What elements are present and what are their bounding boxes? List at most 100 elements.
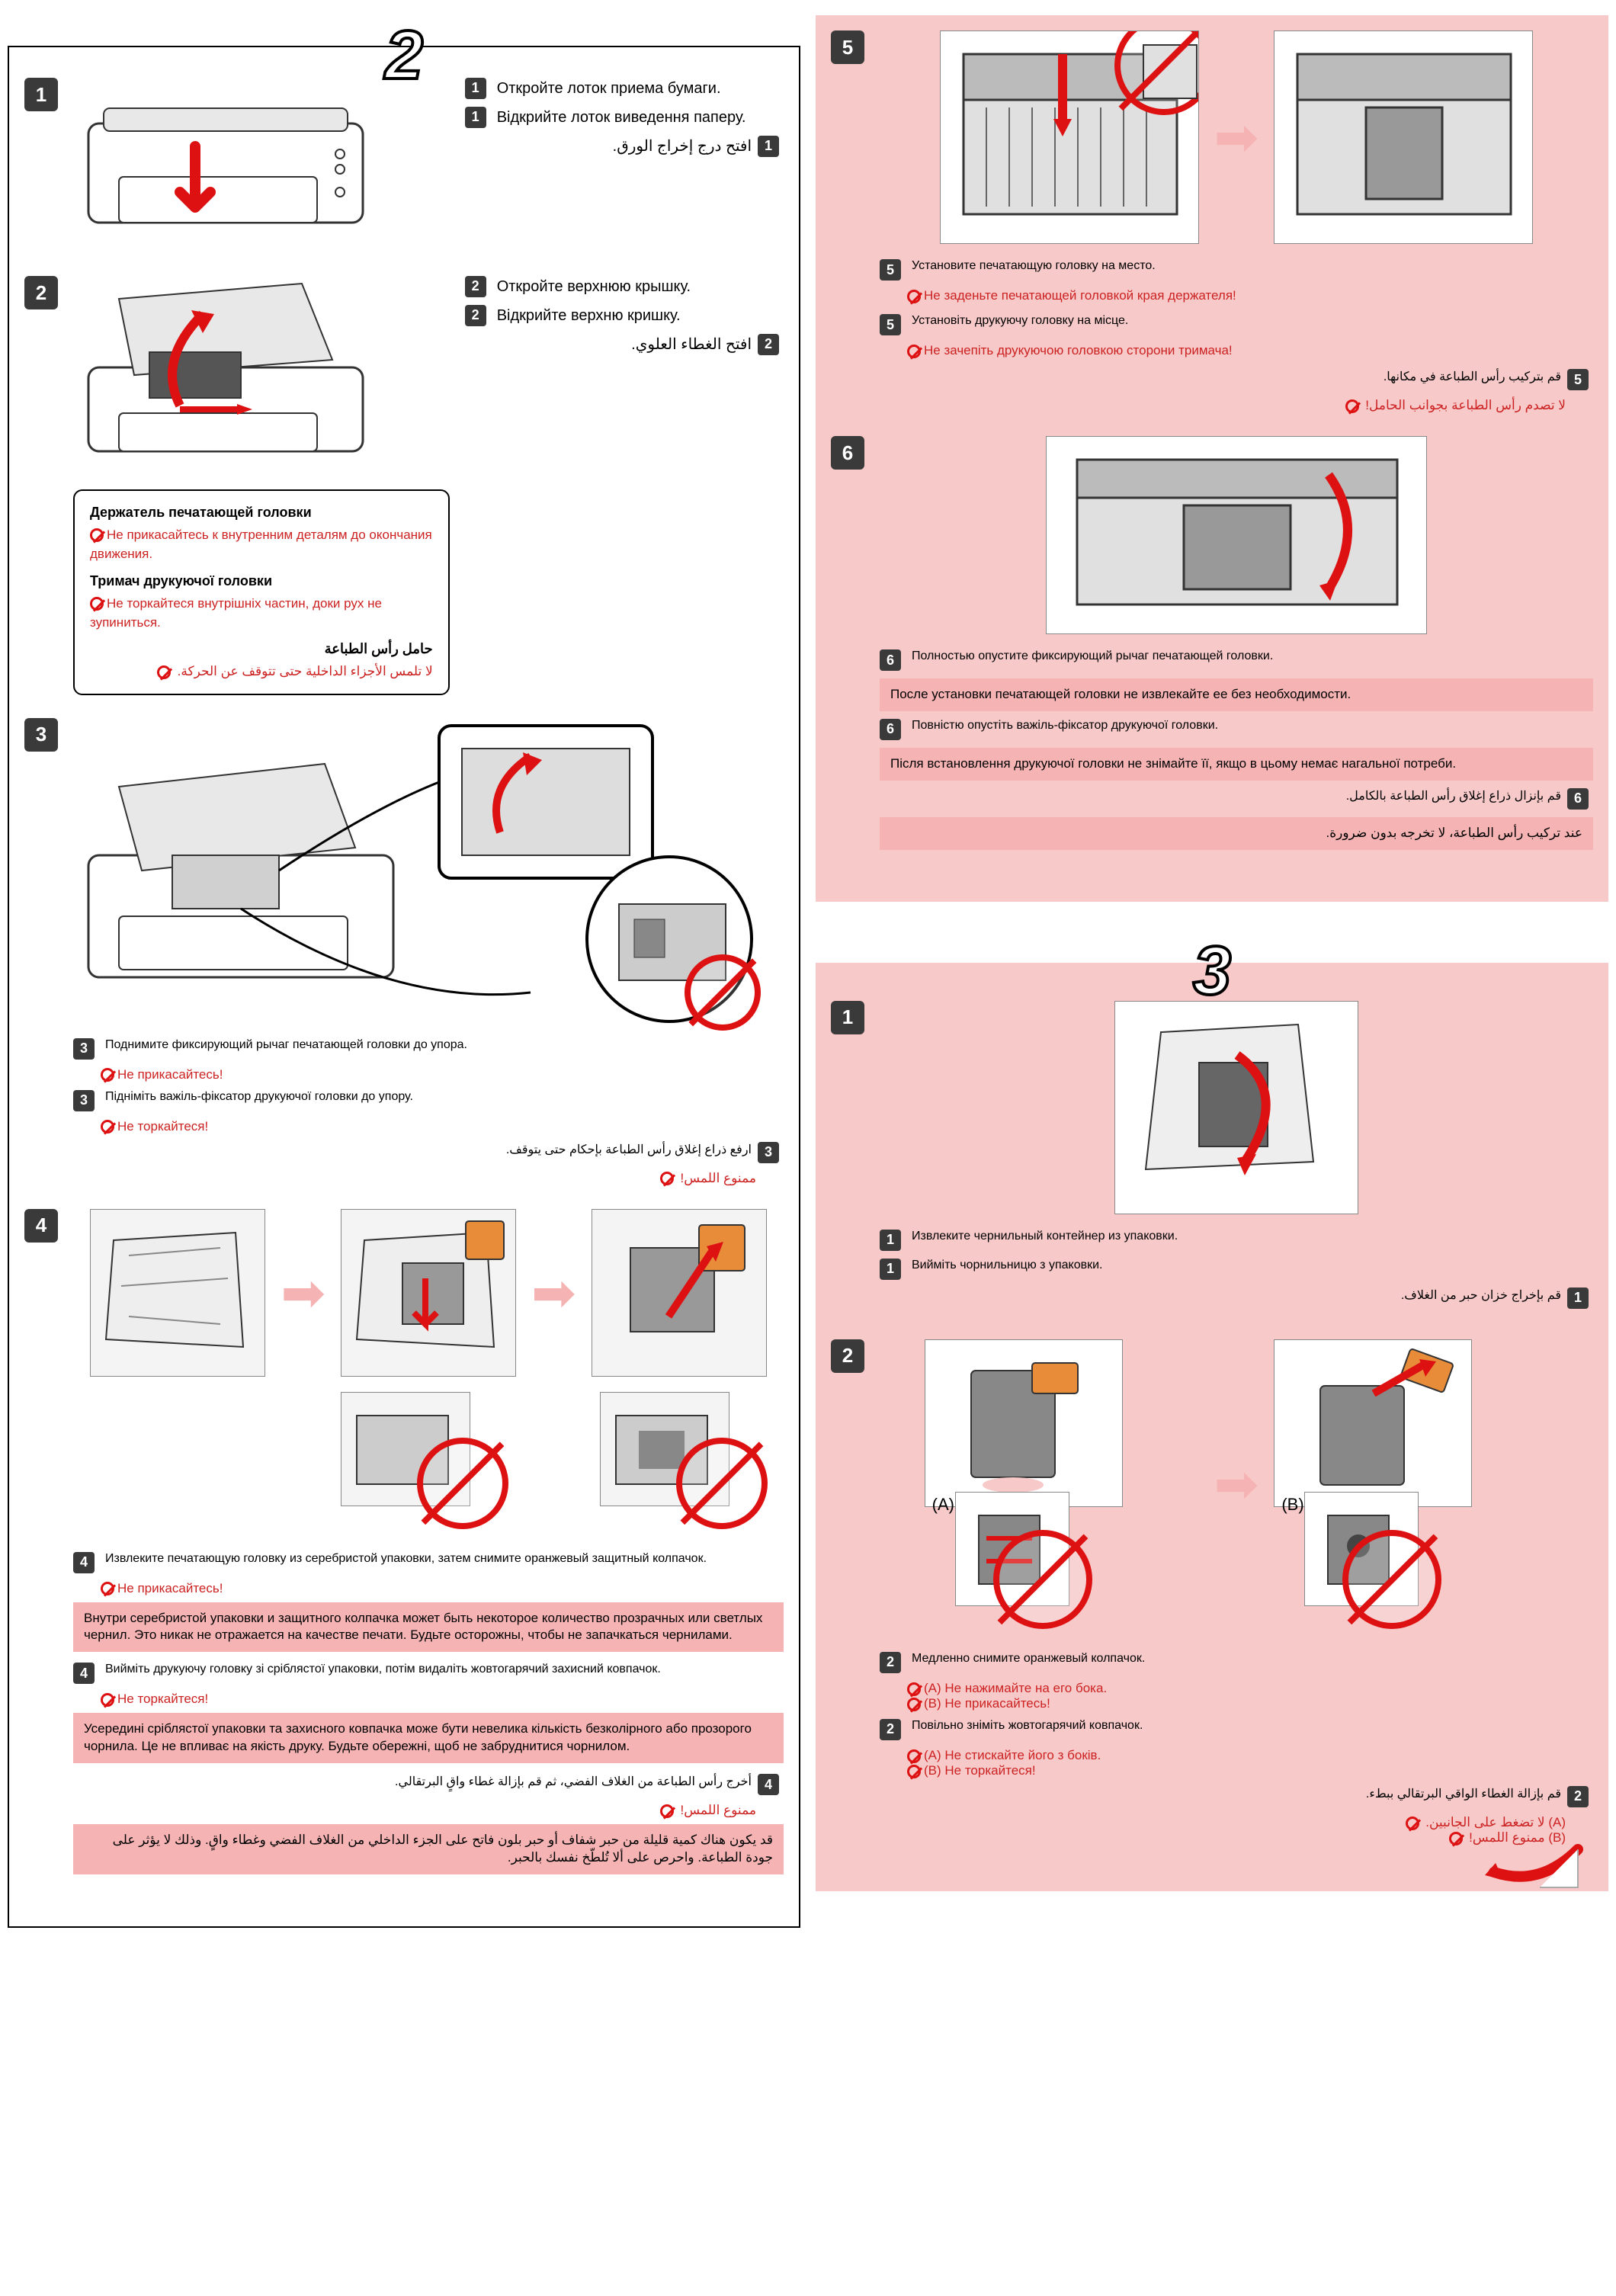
step-3-2: 2 (A) <box>831 1339 1593 1845</box>
mini-badge: 6 <box>1567 788 1589 810</box>
step-2-2: 2 Держатель печа <box>24 276 784 695</box>
mini-badge: 2 <box>880 1719 901 1740</box>
text-ar: قم بتركيب رأس الطباعة في مكانها. <box>880 369 1561 384</box>
arrow-icon: ➡ <box>1214 106 1259 168</box>
callout-uk-title: Тримач друкуючої головки <box>90 572 433 591</box>
section-3-number: 3 <box>1193 932 1231 1011</box>
big-num-2: 2 <box>385 18 423 94</box>
warn-uk: Не зачепіть друкуючою головкою сторони т… <box>924 343 1233 358</box>
step-2-5: 5 <box>831 30 1593 413</box>
text-ru: Извлеките печатающую головку из серебрис… <box>105 1552 784 1566</box>
mini-badge: 3 <box>73 1090 95 1111</box>
prohibit-icon <box>660 1172 674 1185</box>
step-2-6: 6 <box>831 436 1593 856</box>
holder-2-icon <box>1274 30 1533 244</box>
mini-badge: 2 <box>465 305 486 326</box>
prohibit-icon <box>101 1068 114 1082</box>
warn-uk: Не торкайтеся! <box>117 1692 208 1706</box>
text-uk: Установіть друкуючу головку на місце. <box>912 314 1593 328</box>
warn-ru: Не прикасайтесь! <box>117 1067 223 1082</box>
prohibit-big-icon <box>1342 1530 1441 1629</box>
prohibit-big-icon <box>685 954 761 1031</box>
text-uk: Підніміть важіль-фіксатор друкуючої голо… <box>105 1090 784 1104</box>
prohibit-icon <box>907 1682 921 1696</box>
text-ru-a: (A) Не нажимайте на его бока. <box>924 1681 1107 1695</box>
text-ar: قم بإخراج خزان حبر من الغلاف. <box>880 1287 1561 1303</box>
step-2-4-prohibits <box>73 1392 784 1529</box>
step-2-4-body: ➡ ➡ <box>73 1209 784 1881</box>
text-ru: Извлеките чернильный контейнер из упаков… <box>912 1230 1593 1243</box>
mini-badge: 1 <box>1567 1287 1589 1309</box>
mini-badge: 5 <box>880 259 901 281</box>
step-2-3: 3 <box>24 718 784 1186</box>
label-a: (A) <box>932 1495 954 1515</box>
text-ru: Медленно снимите оранжевый колпачок. <box>912 1652 1593 1666</box>
mini-badge: 1 <box>880 1259 901 1280</box>
prohibit-icon <box>907 1765 921 1778</box>
step-3-2-body: (A) ➡ (B) <box>880 1339 1593 1845</box>
banner-ar: عند تركيب رأس الطباعة، لا تخرجه بدون ضرو… <box>880 817 1593 850</box>
step-2-1: 1 1Откройте лоток приема <box>24 78 784 253</box>
prohibit-icon <box>101 1582 114 1595</box>
step-2-1-text: 1Откройте лоток приема бумаги. 1Відкрийт… <box>465 78 784 165</box>
warn-ru: Не прикасайтесь! <box>117 1581 223 1595</box>
step-badge-3: 3 <box>24 718 58 752</box>
warn-uk: Не торкайтеся! <box>117 1119 208 1134</box>
callout-print-head-holder: Держатель печатающей головки Не прикасай… <box>73 489 450 695</box>
big-num-3: 3 <box>1193 933 1231 1009</box>
mini-badge: 6 <box>880 719 901 740</box>
prohibit-icon <box>90 528 104 542</box>
text-uk: Повністю опустіть важіль-фіксатор друкую… <box>912 719 1593 733</box>
text-uk: Вийміть чорнильницю з упаковки. <box>912 1259 1593 1272</box>
text-ru: Поднимите фиксирующий рычаг печатающей г… <box>105 1038 784 1052</box>
callout-ar-body: لا تلمس الأجزاء الداخلية حتى تتوقف عن ال… <box>178 664 433 678</box>
warn-ar: ممنوع اللمس! <box>681 1803 756 1817</box>
step-badge-3-1: 1 <box>831 1001 864 1034</box>
mini-badge: 2 <box>880 1652 901 1673</box>
step-3-1-body: 1 Извлеките чернильный контейнер из упако… <box>880 1001 1593 1316</box>
mini-badge: 2 <box>1567 1786 1589 1807</box>
banner-ru: Внутри серебристой упаковки и защитного … <box>73 1602 784 1653</box>
ink-pkg-icon <box>1114 1001 1358 1214</box>
prohibit-icon <box>90 597 104 611</box>
prohibit-zone-2 <box>600 1392 775 1529</box>
step-2-3-image-area: 3 Поднимите фиксирующий рычаг печатающей … <box>73 718 784 1186</box>
text-ru-b: (B) Не прикасайтесь! <box>924 1696 1050 1711</box>
callout-uk-body: Не торкайтеся внутрішніх частин, доки ру… <box>90 596 382 630</box>
prohibit-icon <box>660 1804 674 1818</box>
step-2-5-images: ➡ <box>880 30 1593 244</box>
text-uk: Відкрийте лоток виведення паперу. <box>497 107 784 128</box>
prohibit-icon <box>1449 1832 1463 1845</box>
prohibit-big-icon <box>676 1438 768 1529</box>
page: 2 1 <box>0 0 1616 1935</box>
section-2-number: 2 <box>385 17 423 95</box>
prohibit-big-icon <box>417 1438 508 1529</box>
banner-ar: قد يكون هناك كمية قليلة من حبر شفاف أو ح… <box>73 1824 784 1874</box>
ink-b-icon <box>1274 1339 1472 1507</box>
prohibit-icon <box>907 345 921 358</box>
text-ar: قم بإنزال ذراع إغلاق رأس الطباعة بالكامل… <box>880 788 1561 803</box>
banner-uk: Після встановлення друкуючої головки не … <box>880 748 1593 781</box>
step-badge-6: 6 <box>831 436 864 470</box>
banner-ru: После установки печатающей головки не из… <box>880 678 1593 711</box>
mini-badge: 2 <box>758 334 779 355</box>
prohibit-icon <box>1406 1817 1419 1830</box>
callout-ru-body: Не прикасайтесь к внутренним деталям до … <box>90 528 432 561</box>
text-ru: Откройте лоток приема бумаги. <box>497 78 784 99</box>
step-badge-5: 5 <box>831 30 864 64</box>
callout-ru-title: Держатель печатающей головки <box>90 503 433 522</box>
page-turn-icon <box>1479 1842 1586 1899</box>
prohibit-icon <box>1345 399 1359 413</box>
step-2-2-text: 2Откройте верхнюю крышку. 2Відкрийте вер… <box>465 276 784 363</box>
prohibit-icon <box>101 1693 114 1707</box>
holder-1-icon <box>940 30 1199 244</box>
arrow-icon: ➡ <box>531 1262 576 1324</box>
text-ar: افتح الغطاء العلوي. <box>465 334 752 355</box>
prohibit-icon <box>907 1749 921 1763</box>
ink-b-group: (B) <box>1274 1339 1548 1629</box>
text-ru: Установите печатающую головку на место. <box>912 259 1593 273</box>
right-column: 5 <box>816 8 1608 1928</box>
prohibit-icon <box>907 1698 921 1711</box>
step-2-2-image: Держатель печатающей головки Не прикасай… <box>73 276 450 695</box>
step-badge-4: 4 <box>24 1209 58 1243</box>
